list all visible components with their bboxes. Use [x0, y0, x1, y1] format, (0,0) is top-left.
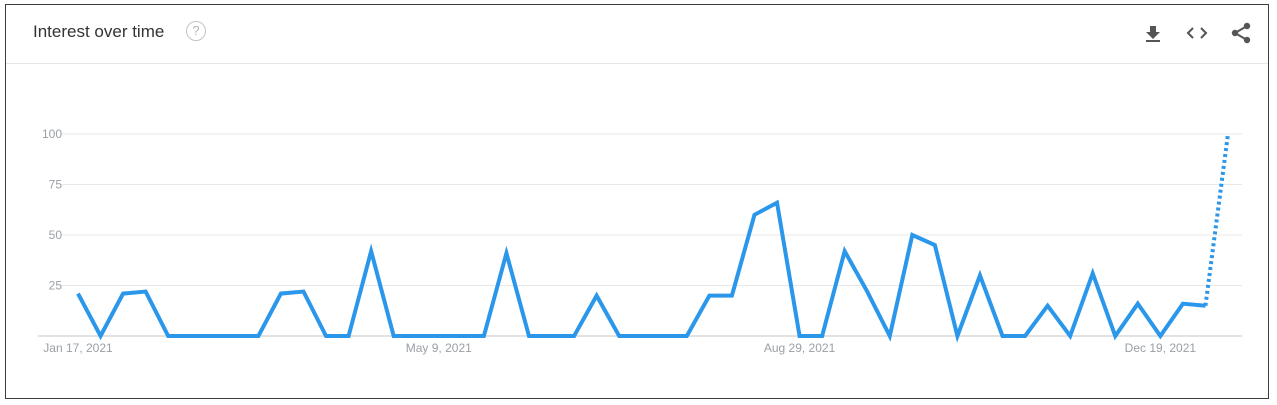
share-icon[interactable]	[1228, 21, 1254, 45]
y-axis-ticks: 25 50 75 100	[42, 127, 62, 293]
card-header: Interest over time ?	[6, 5, 1268, 64]
toolbar	[1140, 21, 1254, 45]
series-line-partial	[1203, 133, 1230, 306]
series-line	[76, 199, 1206, 343]
help-icon[interactable]: ?	[186, 21, 206, 41]
y-tick-label: 25	[49, 279, 63, 293]
interest-over-time-card: Interest over time ?	[5, 4, 1269, 399]
line-chart: 25 50 75 100 Jan 17, 2021 May 9, 2021 Aug 29,…	[38, 127, 1242, 355]
grid-lines	[38, 133, 1242, 337]
y-tick-label: 100	[42, 127, 62, 141]
x-tick-label: Aug 29, 2021	[764, 341, 836, 355]
embed-icon[interactable]	[1184, 21, 1210, 45]
download-icon[interactable]	[1140, 21, 1166, 45]
card-title: Interest over time	[33, 22, 165, 41]
series-lines	[76, 133, 1230, 343]
x-tick-label: Jan 17, 2021	[43, 341, 113, 355]
y-tick-label: 75	[49, 178, 63, 192]
y-tick-label: 50	[49, 228, 63, 242]
x-tick-label: May 9, 2021	[406, 341, 472, 355]
x-tick-label: Dec 19, 2021	[1125, 341, 1197, 355]
x-axis-ticks: Jan 17, 2021 May 9, 2021 Aug 29, 2021 Dec 1…	[43, 341, 1196, 355]
